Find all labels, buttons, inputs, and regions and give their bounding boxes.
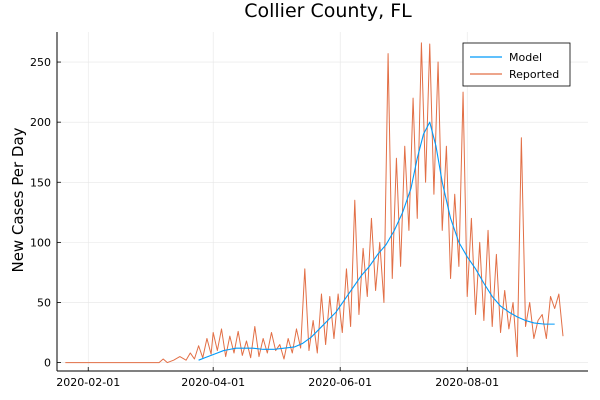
y-tick-label: 100 (30, 236, 51, 249)
x-axis-ticks: 2020-02-01 2020-04-01 2020-06-01 2020-08-01 (56, 367, 499, 389)
y-tick-label: 150 (30, 176, 51, 189)
series-line-model (198, 121, 555, 361)
axes (56, 32, 588, 372)
x-tick-label: 2020-08-01 (435, 376, 499, 389)
x-tick-label: 2020-06-01 (308, 376, 372, 389)
legend-box (462, 42, 571, 87)
x-tick-label: 2020-02-01 (56, 376, 120, 389)
series-line-reported (65, 42, 564, 364)
y-axis-label: New Cases Per Day (9, 127, 27, 272)
y-tick-label: 250 (30, 56, 51, 69)
legend-label-reported: Reported (509, 68, 559, 81)
y-tick-label: 200 (30, 116, 51, 129)
y-axis-ticks: 0 50 100 150 200 250 (30, 56, 61, 370)
x-tick-label: 2020-04-01 (181, 376, 245, 389)
y-tick-label: 0 (44, 357, 51, 370)
legend-label-model: Model (509, 51, 542, 64)
legend: Model Reported (462, 42, 571, 87)
plot-series (65, 42, 564, 364)
chart-title: Collier County, FL (244, 0, 412, 22)
y-tick-label: 50 (37, 296, 51, 309)
